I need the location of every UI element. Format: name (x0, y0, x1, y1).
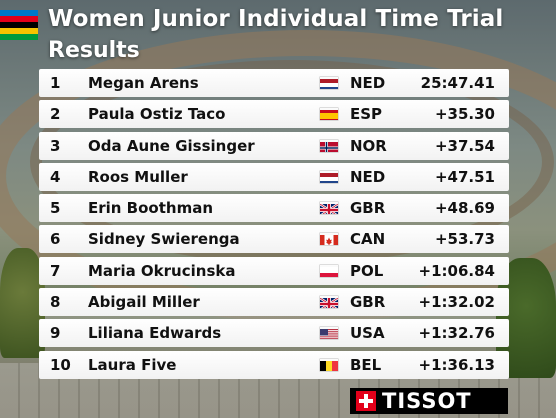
rank: 3 (50, 136, 61, 155)
nation-code: POL (350, 261, 384, 280)
flag-poland-icon (320, 265, 338, 277)
table-row: 1 Megan Arens NED 25:47.41 (39, 69, 509, 97)
rank: 6 (50, 230, 61, 249)
finish-time: 25:47.41 (420, 74, 495, 92)
flag-spain-icon (320, 108, 338, 121)
event-title: Women Junior Individual Time Trial (48, 6, 504, 32)
swiss-cross-icon (356, 391, 376, 411)
table-row: 9 Liliana Edwards USA +1:32.76 (39, 319, 509, 348)
rank: 5 (50, 199, 61, 218)
rider-name: Abigail Miller (88, 293, 200, 312)
finish-time: +35.30 (434, 105, 495, 124)
flag-netherlands-icon (320, 77, 338, 89)
sponsor-logo: TISSOT (350, 388, 508, 414)
table-row: 3 Oda Aune Gissinger NOR +37.54 (39, 131, 509, 160)
nation-code: NOR (350, 136, 387, 155)
table-row: 5 Erin Boothman GBR +48.69 (39, 194, 509, 223)
rider-name: Oda Aune Gissinger (88, 136, 255, 155)
finish-time: +47.51 (434, 167, 495, 186)
results-subtitle: Results (48, 38, 140, 63)
nation-code: CAN (350, 230, 386, 249)
finish-time: +1:32.76 (418, 324, 495, 343)
rank: 8 (50, 293, 61, 312)
flag-belgium-icon (320, 359, 338, 371)
table-row: 7 Maria Okrucinska POL +1:06.84 (39, 256, 509, 285)
finish-time: +53.73 (434, 230, 495, 249)
finish-time: +37.54 (434, 136, 495, 155)
nation-code: ESP (350, 105, 383, 124)
nation-code: NED (350, 74, 386, 92)
table-row: 4 Roos Muller NED +47.51 (39, 162, 509, 191)
flag-great-britain-icon (320, 202, 338, 215)
results-header: Women Junior Individual Time Trial Resul… (0, 0, 556, 68)
table-row: 10 Laura Five BEL +1:36.13 (39, 350, 509, 379)
rank: 4 (50, 167, 61, 186)
results-table: 1 Megan Arens NED 25:47.41 2 Paula Ostiz Taco… (39, 69, 509, 382)
nation-code: GBR (350, 199, 386, 218)
rider-name: Liliana Edwards (88, 324, 222, 343)
sponsor-logo-text: TISSOT (382, 389, 472, 413)
flag-norway-icon (320, 140, 338, 152)
finish-time: +1:32.02 (418, 293, 495, 312)
rider-name: Roos Muller (88, 167, 188, 186)
finish-time: +48.69 (434, 199, 495, 218)
nation-code: BEL (350, 355, 382, 374)
rank: 10 (50, 355, 71, 374)
flag-usa-icon (320, 327, 338, 340)
table-row: 8 Abigail Miller GBR +1:32.02 (39, 288, 509, 317)
flag-canada-icon (320, 233, 338, 246)
table-row: 2 Paula Ostiz Taco ESP +35.30 (39, 100, 509, 129)
nation-code: NED (350, 167, 386, 186)
rider-name: Sidney Swierenga (88, 230, 240, 249)
rider-name: Megan Arens (88, 74, 199, 92)
finish-time: +1:06.84 (418, 261, 495, 280)
rank: 9 (50, 324, 61, 343)
table-row: 6 Sidney Swierenga CAN +53.73 (39, 225, 509, 254)
nation-code: USA (350, 324, 385, 343)
rank: 7 (50, 261, 61, 280)
flag-great-britain-icon (320, 296, 338, 309)
nation-code: GBR (350, 293, 386, 312)
flag-netherlands-icon (320, 171, 338, 183)
rider-name: Maria Okrucinska (88, 261, 236, 280)
rank: 2 (50, 105, 61, 124)
rider-name: Erin Boothman (88, 199, 214, 218)
world-champion-stripes-icon (0, 10, 38, 40)
rider-name: Paula Ostiz Taco (88, 105, 226, 124)
rank: 1 (50, 74, 61, 92)
rider-name: Laura Five (88, 355, 177, 374)
finish-time: +1:36.13 (418, 355, 495, 374)
